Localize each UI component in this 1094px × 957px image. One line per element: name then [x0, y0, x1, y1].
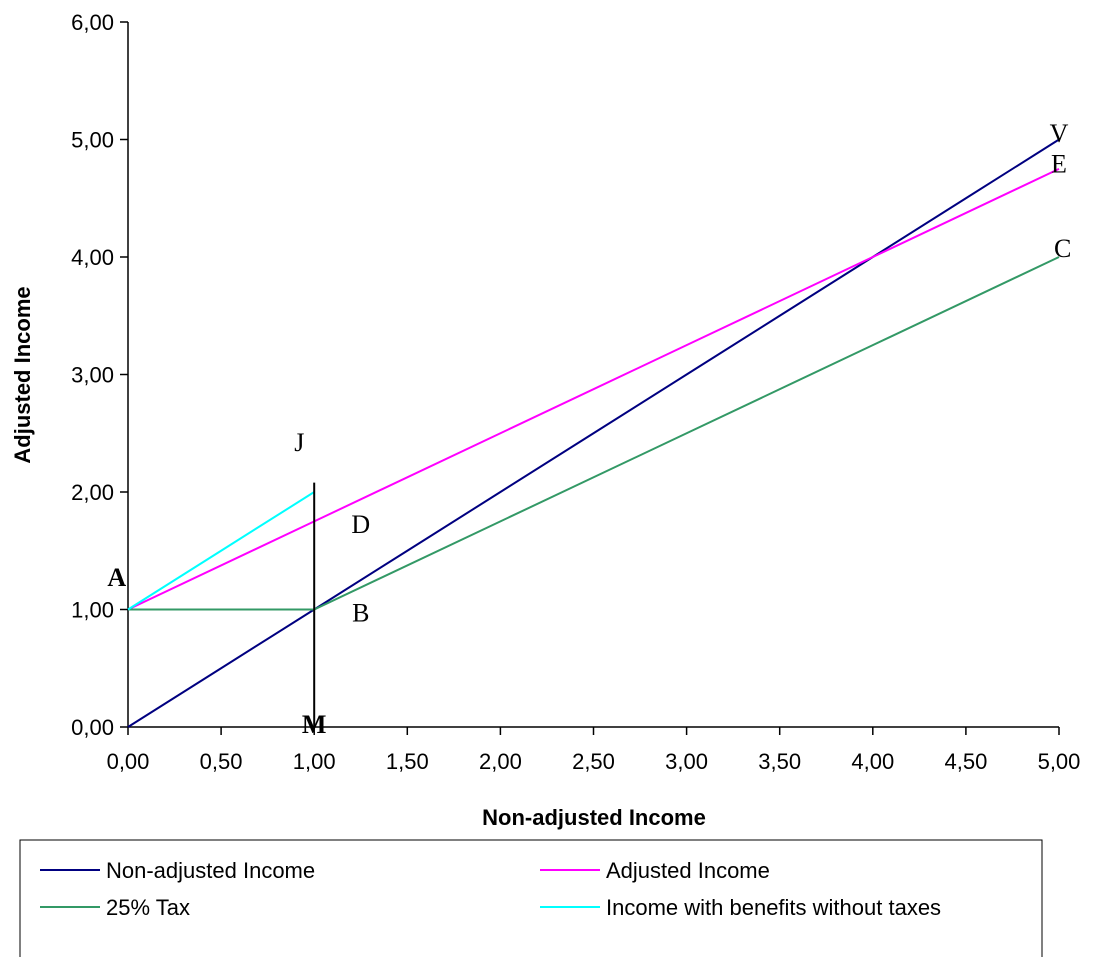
annotation-d: D: [351, 510, 370, 539]
x-tick-label: 5,00: [1038, 749, 1081, 774]
y-axis-title: Adjusted Income: [10, 286, 35, 463]
y-tick-label: 3,00: [71, 363, 114, 388]
y-tick-label: 0,00: [71, 715, 114, 740]
series-line-adjusted-income: [127, 167, 1060, 611]
annotation-v: V: [1050, 119, 1069, 148]
series-line-income-with-benefits-without-taxes: [127, 491, 315, 611]
x-tick-label: 4,50: [944, 749, 987, 774]
x-tick-label: 2,50: [572, 749, 615, 774]
x-tick-label: 4,00: [851, 749, 894, 774]
series-line-25-tax: [128, 256, 1060, 611]
y-tick-label: 4,00: [71, 245, 114, 270]
legend-items: Non-adjusted Income Adjusted Income 25% Ta…: [40, 858, 941, 920]
legend: Non-adjusted Income Adjusted Income 25% Ta…: [19, 839, 1043, 957]
legend-label-adjusted-income: Adjusted Income: [606, 858, 770, 883]
y-tick-label: 2,00: [71, 480, 114, 505]
x-tick-label: 3,50: [758, 749, 801, 774]
plot-area: 0,00 1,00 2,00 3,00 4,00 5,00 6,00 0,00 0,50 1,0…: [71, 10, 1080, 774]
annotations: A B D J M C EV: [107, 119, 1071, 739]
legend-box: [19, 839, 1043, 957]
y-tick-label: 5,00: [71, 128, 114, 153]
series-lines: [127, 138, 1060, 728]
x-tick-label: 0,50: [200, 749, 243, 774]
annotation-c: C: [1054, 234, 1071, 263]
x-tick-label: 3,00: [665, 749, 708, 774]
annotation-j: J: [294, 428, 304, 457]
x-ticks: 0,00 0,50 1,00 1,50 2,00 2,50 3,00 3,50 4,00 4,50…: [107, 727, 1081, 774]
annotation-m: M: [302, 710, 327, 739]
annotation-e: E: [1051, 149, 1067, 178]
annotation-a: A: [107, 563, 126, 592]
x-tick-label: 2,00: [479, 749, 522, 774]
y-tick-label: 1,00: [71, 598, 114, 623]
x-tick-label: 1,50: [386, 749, 429, 774]
legend-label-income-with-benefits-without-taxes: Income with benefits without taxes: [606, 895, 941, 920]
legend-label-non-adjusted-income: Non-adjusted Income: [106, 858, 315, 883]
annotation-b: B: [352, 598, 369, 627]
x-tick-label: 1,00: [293, 749, 336, 774]
y-tick-label: 6,00: [71, 10, 114, 35]
x-tick-label: 0,00: [107, 749, 150, 774]
legend-label-25-tax: 25% Tax: [106, 895, 190, 920]
x-axis-title: Non-adjusted Income: [482, 805, 706, 830]
y-ticks: 0,00 1,00 2,00 3,00 4,00 5,00 6,00: [71, 10, 128, 740]
series-line-non-adjusted-income: [127, 138, 1060, 728]
